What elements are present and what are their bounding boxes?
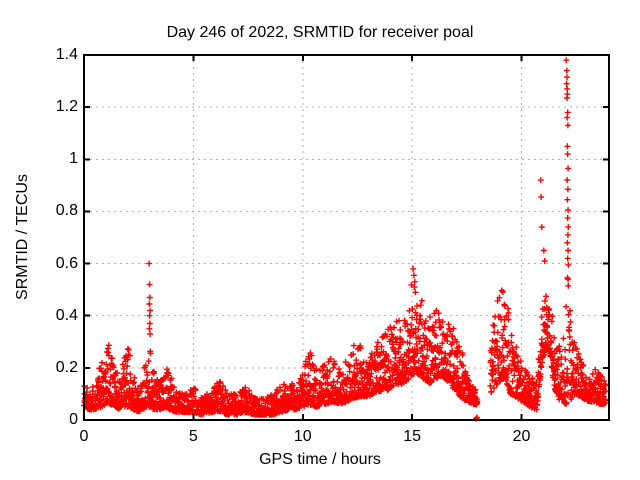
- y-tick-label: 0.4: [55, 306, 78, 324]
- x-tick-label: 0: [79, 428, 89, 445]
- y-tick-label: 0.6: [55, 254, 78, 272]
- plot-border: [83, 54, 610, 421]
- y-tick-labels: 0 0.2 0.4 0.6 0.8 1 1.2 1.4: [0, 0, 78, 480]
- y-tick-label: 0.2: [55, 358, 78, 376]
- x-tick-label: 20: [512, 428, 531, 445]
- x-tick-label: 10: [293, 428, 312, 445]
- y-tick-label: 1.2: [55, 98, 78, 116]
- x-tick-label: 15: [403, 428, 422, 445]
- x-axis-label: GPS time / hours: [259, 451, 381, 468]
- x-tick-label: 5: [188, 428, 198, 445]
- chart-title: Day 246 of 2022, SRMTID for receiver poa…: [166, 24, 474, 41]
- y-tick-label: 1.4: [55, 46, 78, 63]
- y-tick-label: 0.8: [55, 202, 78, 220]
- y-tick-label: 1: [69, 150, 78, 168]
- y-tick-label: 0: [69, 411, 78, 428]
